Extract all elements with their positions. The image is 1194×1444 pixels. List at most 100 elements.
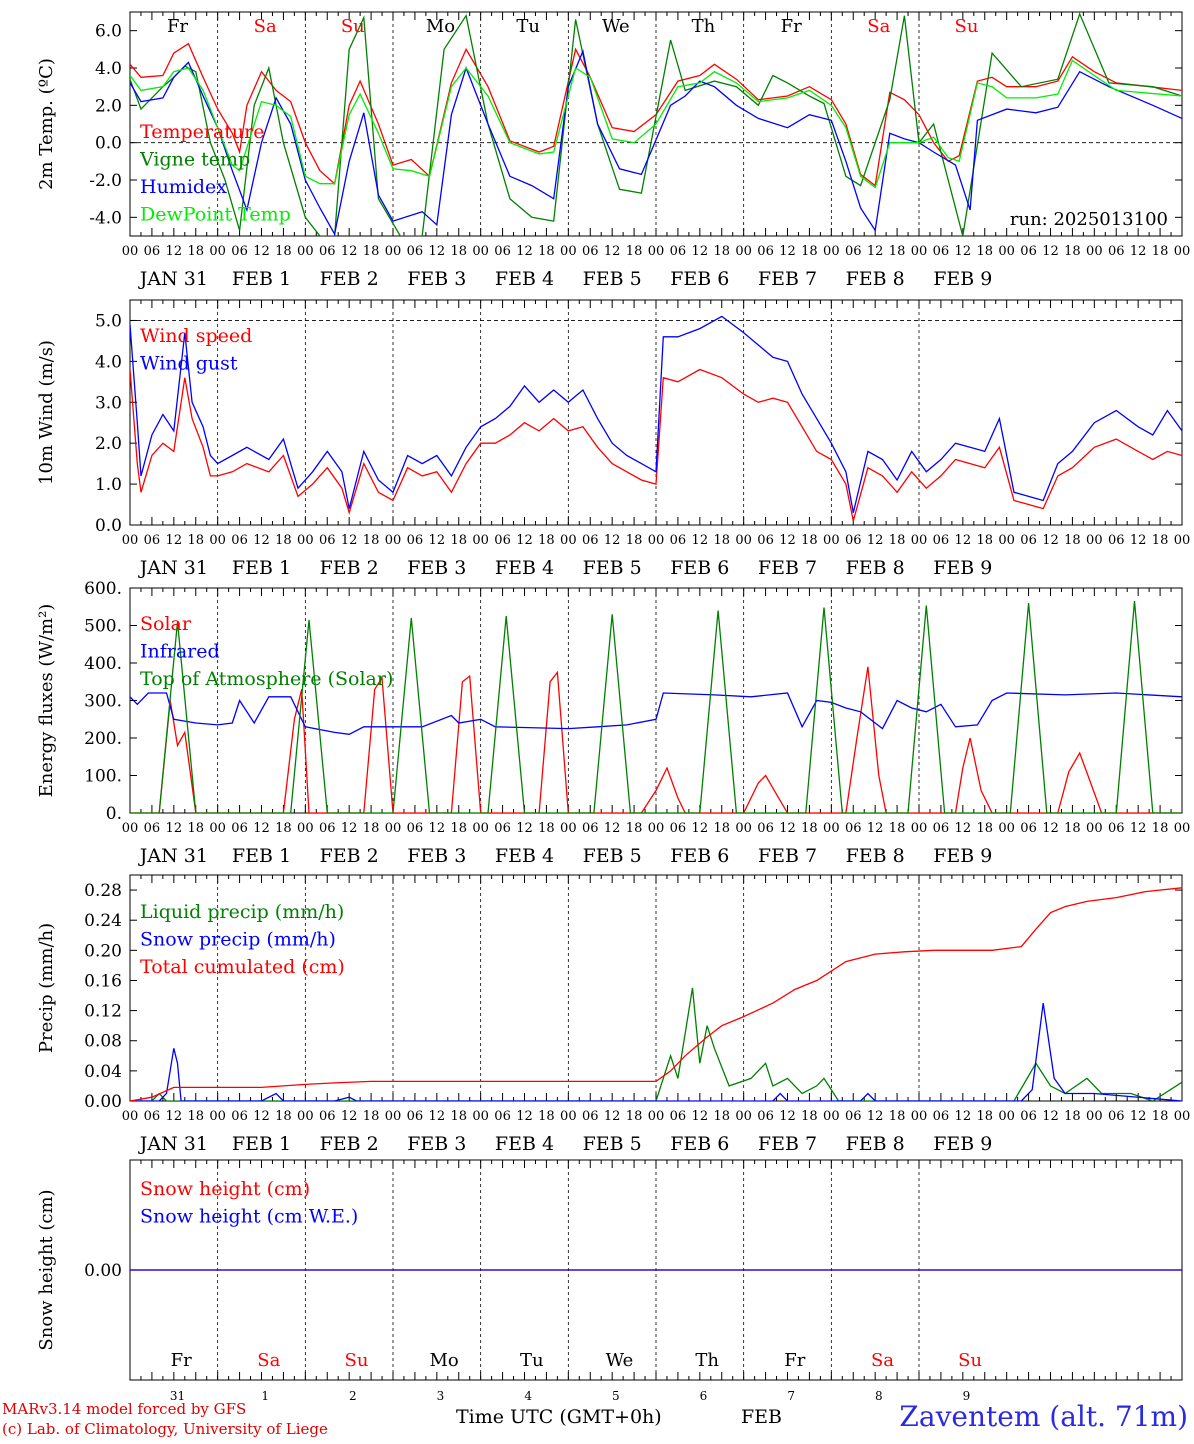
hour-label: 18 [275, 533, 292, 548]
date-label: FEB 3 [407, 557, 466, 579]
hour-label: 12 [955, 244, 972, 259]
day-number: 1 [261, 1389, 269, 1403]
hour-label: 12 [1042, 1109, 1059, 1124]
hour-label: 06 [757, 821, 774, 836]
hour-label: 12 [1042, 244, 1059, 259]
hour-label: 12 [779, 1109, 796, 1124]
hour-label: 06 [670, 821, 687, 836]
hour-label: 00 [472, 821, 489, 836]
hour-label: 06 [494, 244, 511, 259]
hour-label: 12 [1042, 533, 1059, 548]
hour-label: 18 [626, 533, 643, 548]
hour-label: 00 [648, 533, 665, 548]
date-label: FEB 9 [933, 1133, 992, 1155]
hour-label: 12 [253, 1109, 270, 1124]
y-tick-label: 500. [84, 617, 122, 637]
date-label: FEB 3 [407, 268, 466, 290]
hour-label: 06 [231, 821, 248, 836]
hour-label: 00 [472, 1109, 489, 1124]
day-name: Fr [171, 1350, 192, 1371]
hour-label: 12 [341, 821, 358, 836]
hour-label: 18 [1152, 1109, 1169, 1124]
hour-label: 00 [560, 1109, 577, 1124]
hour-label: 12 [516, 533, 533, 548]
hour-label: 18 [1152, 533, 1169, 548]
hour-label: 06 [1108, 533, 1125, 548]
hour-label: 18 [889, 1109, 906, 1124]
y-tick-label: 0.0 [95, 134, 122, 154]
hour-label: 06 [1108, 821, 1125, 836]
hour-label: 00 [297, 244, 314, 259]
y-tick-label: 0.12 [84, 1002, 122, 1022]
date-label: FEB 6 [670, 268, 729, 290]
credit-line-2: (c) Lab. of Climatology, University of L… [2, 1420, 328, 1438]
hour-label: 06 [1020, 821, 1037, 836]
y-tick-label: -4.0 [89, 208, 122, 228]
y-tick-label: 2.0 [95, 96, 122, 116]
hour-label: 18 [538, 821, 555, 836]
panel-4: 0.00 0.04 0.08 0.12 0.16 0.20 0.24 0.28 Precip (… [36, 874, 1190, 1155]
hour-label: 12 [516, 1109, 533, 1124]
y-tick-label: 4.0 [95, 352, 122, 372]
hour-label: 00 [297, 533, 314, 548]
hour-label: 00 [472, 533, 489, 548]
date-label: JAN 31 [138, 557, 208, 579]
hour-label: 06 [144, 1109, 161, 1124]
day-number: 6 [700, 1389, 708, 1403]
day-name: Su [958, 1350, 982, 1371]
credit-line-1: MARv3.14 model forced by GFS [2, 1400, 247, 1418]
panel-3: 0. 100. 200. 300. 400. 500. 600. Energy fluxes … [36, 579, 1190, 867]
date-label: FEB 5 [583, 845, 642, 867]
hour-label: 18 [187, 821, 204, 836]
hour-label: 06 [582, 244, 599, 259]
y-tick-label: 0.16 [84, 971, 122, 991]
hour-label: 00 [385, 533, 402, 548]
y-tick-label: 200. [84, 729, 122, 749]
hour-label: 00 [911, 821, 928, 836]
y-axis-label: Energy fluxes (W/m²) [36, 604, 57, 798]
plot-frame [129, 299, 1183, 526]
day-number: 5 [612, 1389, 620, 1403]
hour-label: 06 [494, 821, 511, 836]
y-tick-label: 3.0 [95, 393, 122, 413]
hour-label: 18 [713, 244, 730, 259]
hour-label: 00 [911, 244, 928, 259]
hour-label: 18 [363, 1109, 380, 1124]
series-line-wind-speed [130, 368, 1182, 522]
hour-label: 18 [538, 533, 555, 548]
hour-label: 06 [845, 1109, 862, 1124]
hour-label: 00 [648, 244, 665, 259]
legend-entry: Total cumulated (cm) [140, 956, 345, 978]
hour-label: 00 [648, 821, 665, 836]
series-line-liquid-precip-mm-h- [130, 987, 1182, 1101]
panel-2: 0.0 1.0 2.0 3.0 4.0 5.0 10m Wind (m/s) Wind spe… [36, 299, 1190, 579]
hour-label: 12 [1130, 821, 1147, 836]
hour-label: 06 [845, 244, 862, 259]
day-name: Fr [167, 16, 188, 37]
hour-label: 12 [955, 1109, 972, 1124]
series-line-wind-gust [130, 315, 1182, 513]
hour-label: 06 [1108, 244, 1125, 259]
hour-label: 00 [1174, 244, 1191, 259]
legend-entry: Solar [140, 613, 192, 635]
y-tick-label: 0.04 [84, 1062, 122, 1082]
y-tick-label: 300. [84, 692, 122, 712]
hour-label: 00 [209, 821, 226, 836]
y-tick-label: 4.0 [95, 59, 122, 79]
hour-label: 06 [845, 533, 862, 548]
hour-label: 12 [1130, 244, 1147, 259]
hour-label: 18 [801, 821, 818, 836]
series-line-humidex [130, 48, 1182, 236]
hour-label: 06 [933, 1109, 950, 1124]
legend-entry: Wind speed [140, 325, 252, 347]
legend-entry: Snow height (cm) [140, 1178, 310, 1200]
hour-label: 06 [319, 1109, 336, 1124]
day-name: Mo [429, 1350, 458, 1371]
day-name: Th [692, 16, 716, 37]
hour-label: 06 [144, 244, 161, 259]
date-label: FEB 5 [583, 268, 642, 290]
legend-entry: Infrared [140, 641, 220, 663]
day-number: 3 [437, 1389, 445, 1403]
hour-label: 12 [604, 244, 621, 259]
hour-label: 00 [472, 244, 489, 259]
